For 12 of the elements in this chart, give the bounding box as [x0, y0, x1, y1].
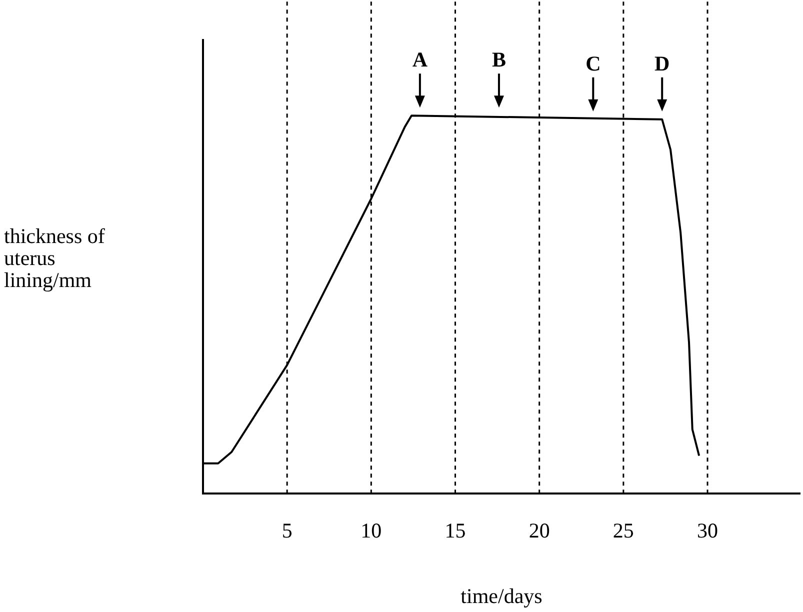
x-tick-label: 25	[612, 518, 634, 543]
annotation: C	[586, 51, 601, 76]
y-axis-title: thickness of uterus lining/mm	[4, 224, 106, 292]
x-tick-label: 10	[360, 518, 382, 543]
x-tick-label: 5	[282, 518, 292, 543]
x-axis-title: time/days	[460, 584, 542, 608]
x-tick-label: 15	[444, 518, 466, 543]
annotation: A	[412, 48, 428, 72]
x-tick-label: 30	[697, 518, 718, 543]
annotation: D	[654, 51, 670, 76]
x-tick-label: 20	[528, 518, 550, 543]
annotation: B	[492, 48, 506, 72]
